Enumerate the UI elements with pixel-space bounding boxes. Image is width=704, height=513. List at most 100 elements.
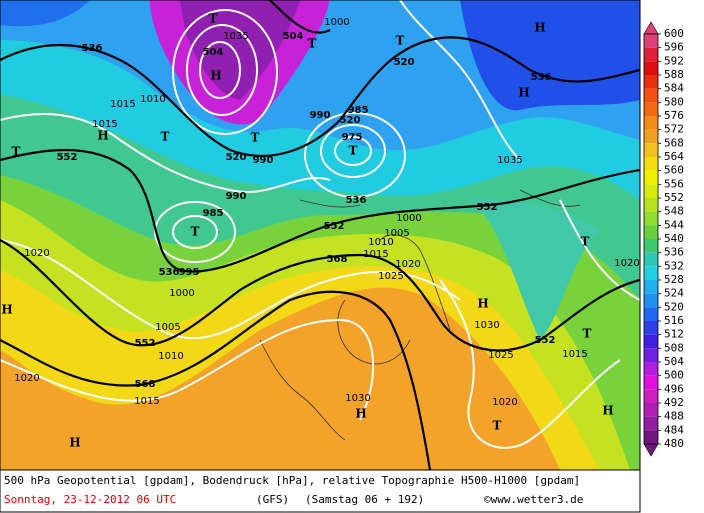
- pressure-center-label: T: [581, 235, 590, 249]
- colorbar-tick-label: 540: [664, 232, 684, 245]
- color-swatch: [644, 362, 658, 376]
- pressure-center-label: T: [191, 225, 200, 239]
- colorbar-tick-label: 596: [664, 41, 684, 54]
- color-swatch: [644, 375, 658, 390]
- contour-label: 1020: [24, 248, 49, 259]
- pressure-center-label: H: [518, 86, 529, 100]
- contour-label: 1000: [396, 213, 421, 224]
- contour-label: 1015: [110, 99, 135, 110]
- contour-label: 1005: [155, 322, 180, 333]
- contour-label: 995: [179, 267, 200, 278]
- coastlines: [259, 189, 581, 441]
- contour-label: 1000: [169, 288, 194, 299]
- colorbar: 6005965925885845805765725685645605565525…: [643, 21, 684, 457]
- colorbar-tick-label: 580: [664, 95, 684, 108]
- pressure-center-label: H: [602, 404, 613, 418]
- color-swatch: [644, 266, 658, 280]
- color-swatch: [644, 430, 658, 444]
- pressure-center-label: T: [583, 327, 592, 341]
- field-blue-left: [0, 0, 90, 27]
- color-swatch: [644, 225, 658, 239]
- contour-label: 536: [531, 72, 552, 83]
- footer-run: (Samstag 06 + 192): [305, 493, 424, 506]
- color-swatch: [644, 34, 658, 48]
- colorbar-tick-label: 544: [664, 218, 684, 231]
- contour-label: 1015: [363, 249, 388, 260]
- color-swatch: [644, 88, 658, 103]
- colorbar-bottom-arrow: [643, 443, 659, 457]
- pressure-center-label: T: [349, 144, 358, 158]
- contour-label: 990: [310, 110, 331, 121]
- pressure-center-label: H: [534, 21, 545, 35]
- colorbar-tick-label: 584: [664, 82, 684, 95]
- pressure-center-label: H: [355, 407, 366, 421]
- contour-label: 990: [226, 191, 247, 202]
- colorbar-tick-label: 556: [664, 177, 684, 190]
- footer-model: (GFS): [256, 493, 289, 506]
- contour-label: 552: [477, 202, 498, 213]
- color-swatch: [644, 75, 658, 89]
- footer-credit: ©www.wetter3.de: [484, 493, 583, 506]
- colorbar-tick-label: 576: [664, 109, 684, 122]
- contour-label: 1030: [474, 320, 499, 331]
- isobars: [0, 0, 640, 449]
- colorbar-tick-label: 492: [664, 396, 684, 409]
- colorbar-tick-label: 592: [664, 54, 684, 67]
- geopotential-contours: [0, 0, 640, 470]
- color-swatch: [644, 47, 658, 62]
- color-swatch: [644, 334, 658, 349]
- contour-label: 568: [327, 254, 348, 265]
- contour-label: 1035: [223, 31, 248, 42]
- colorbar-tick-label: 568: [664, 136, 684, 149]
- field-blue: [460, 0, 640, 111]
- contour-label: 552: [57, 152, 78, 163]
- contour-label: 1020: [14, 373, 39, 384]
- contour-label: 1020: [614, 258, 639, 269]
- color-swatch: [644, 403, 658, 417]
- colorbar-frame: [643, 33, 659, 445]
- colorbar-tick-label: 532: [664, 259, 684, 272]
- contour-label: 552: [324, 221, 345, 232]
- contour-label: 1005: [384, 228, 409, 239]
- contour-label: 1025: [378, 271, 403, 282]
- pressure-center-label: H: [477, 297, 488, 311]
- contour-label: 536: [346, 195, 367, 206]
- contour-label: 536: [159, 267, 180, 278]
- colorbar-tick-label: 504: [664, 355, 684, 368]
- colorbar-tick-label: 564: [664, 150, 684, 163]
- colorbar-tick-label: 536: [664, 246, 684, 259]
- color-swatch: [644, 348, 658, 362]
- colorbar-tick-label: 572: [664, 123, 684, 136]
- contour-label: 1010: [140, 94, 165, 105]
- field-dark-purple: [180, 0, 300, 100]
- pressure-center-label: T: [493, 419, 502, 433]
- pressure-center-label: H: [210, 69, 221, 83]
- contour-label: 985: [203, 208, 224, 219]
- pressure-center-label: T: [251, 131, 260, 145]
- color-swatch: [644, 198, 658, 212]
- contour-label: 520: [226, 152, 247, 163]
- color-swatch: [644, 157, 658, 171]
- pressure-center-label: H: [97, 129, 108, 143]
- colorbar-tick-label: 520: [664, 300, 684, 313]
- colorbar-tick-label: 516: [664, 314, 684, 327]
- color-swatch: [644, 252, 658, 267]
- pressure-center-label: T: [161, 130, 170, 144]
- pressure-center-label: H: [1, 303, 12, 317]
- colorbar-tick-label: 548: [664, 205, 684, 218]
- footer-line1: 500 hPa Geopotential [gpdam], Bodendruck…: [4, 474, 580, 487]
- color-swatch: [644, 211, 658, 226]
- map-labels: 536 536 552 552 552 552 552 568 568 536 536 520 520 5…: [1, 12, 639, 450]
- contour-label: 1000: [324, 17, 349, 28]
- contour-label: 520: [340, 115, 361, 126]
- contour-label: 985: [348, 105, 369, 116]
- contour-label: 1025: [488, 350, 513, 361]
- contour-label: 1010: [158, 351, 183, 362]
- map: [0, 0, 640, 470]
- colorbar-tick-label: 560: [664, 164, 684, 177]
- color-swatch: [644, 239, 658, 253]
- contour-label: 536: [82, 43, 103, 54]
- color-swatch: [644, 389, 658, 403]
